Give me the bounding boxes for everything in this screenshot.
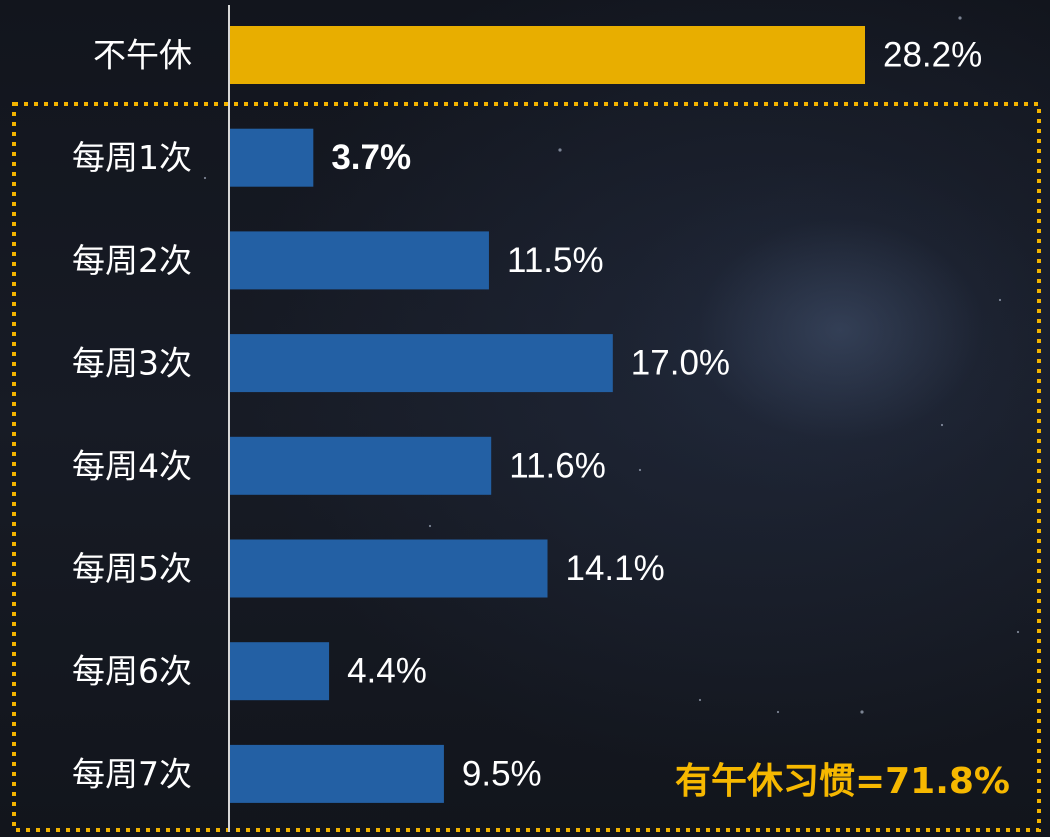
dotted-group-frame xyxy=(12,102,1041,832)
bar xyxy=(230,231,489,290)
star-dot xyxy=(558,148,562,152)
bar xyxy=(230,642,330,701)
habit-summary-annotation: 有午休习惯=71.8% xyxy=(674,761,1010,802)
value-label: 14.1% xyxy=(566,549,665,588)
value-label: 4.4% xyxy=(347,652,427,691)
value-label: 17.0% xyxy=(631,344,730,383)
bar xyxy=(230,26,865,84)
star-dot xyxy=(203,176,207,180)
category-label: 不午休 xyxy=(93,36,192,75)
category-label: 每周5次 xyxy=(72,549,192,588)
star-dot xyxy=(1016,630,1020,634)
star-dot xyxy=(698,698,702,702)
value-label: 28.2% xyxy=(883,36,982,75)
star-dot xyxy=(958,16,962,20)
star-dot xyxy=(776,710,780,714)
bar xyxy=(230,334,613,393)
category-label: 每周2次 xyxy=(72,241,192,280)
star-dot xyxy=(860,710,864,714)
bar xyxy=(230,436,492,495)
category-label: 每周1次 xyxy=(72,138,192,177)
bar xyxy=(230,539,548,598)
bar xyxy=(230,744,444,803)
category-label: 每周7次 xyxy=(72,754,192,793)
bar xyxy=(230,128,314,187)
category-label: 每周4次 xyxy=(72,446,192,485)
value-label: 11.5% xyxy=(507,241,604,280)
category-label: 每周6次 xyxy=(72,652,192,691)
star-dot xyxy=(998,298,1002,302)
star-dot xyxy=(428,524,432,528)
star-dot xyxy=(940,423,944,427)
category-label: 每周3次 xyxy=(72,344,192,383)
star-dot xyxy=(638,468,642,472)
value-label: 3.7% xyxy=(331,138,411,177)
value-label: 11.6% xyxy=(509,446,606,485)
value-label: 9.5% xyxy=(462,754,542,793)
